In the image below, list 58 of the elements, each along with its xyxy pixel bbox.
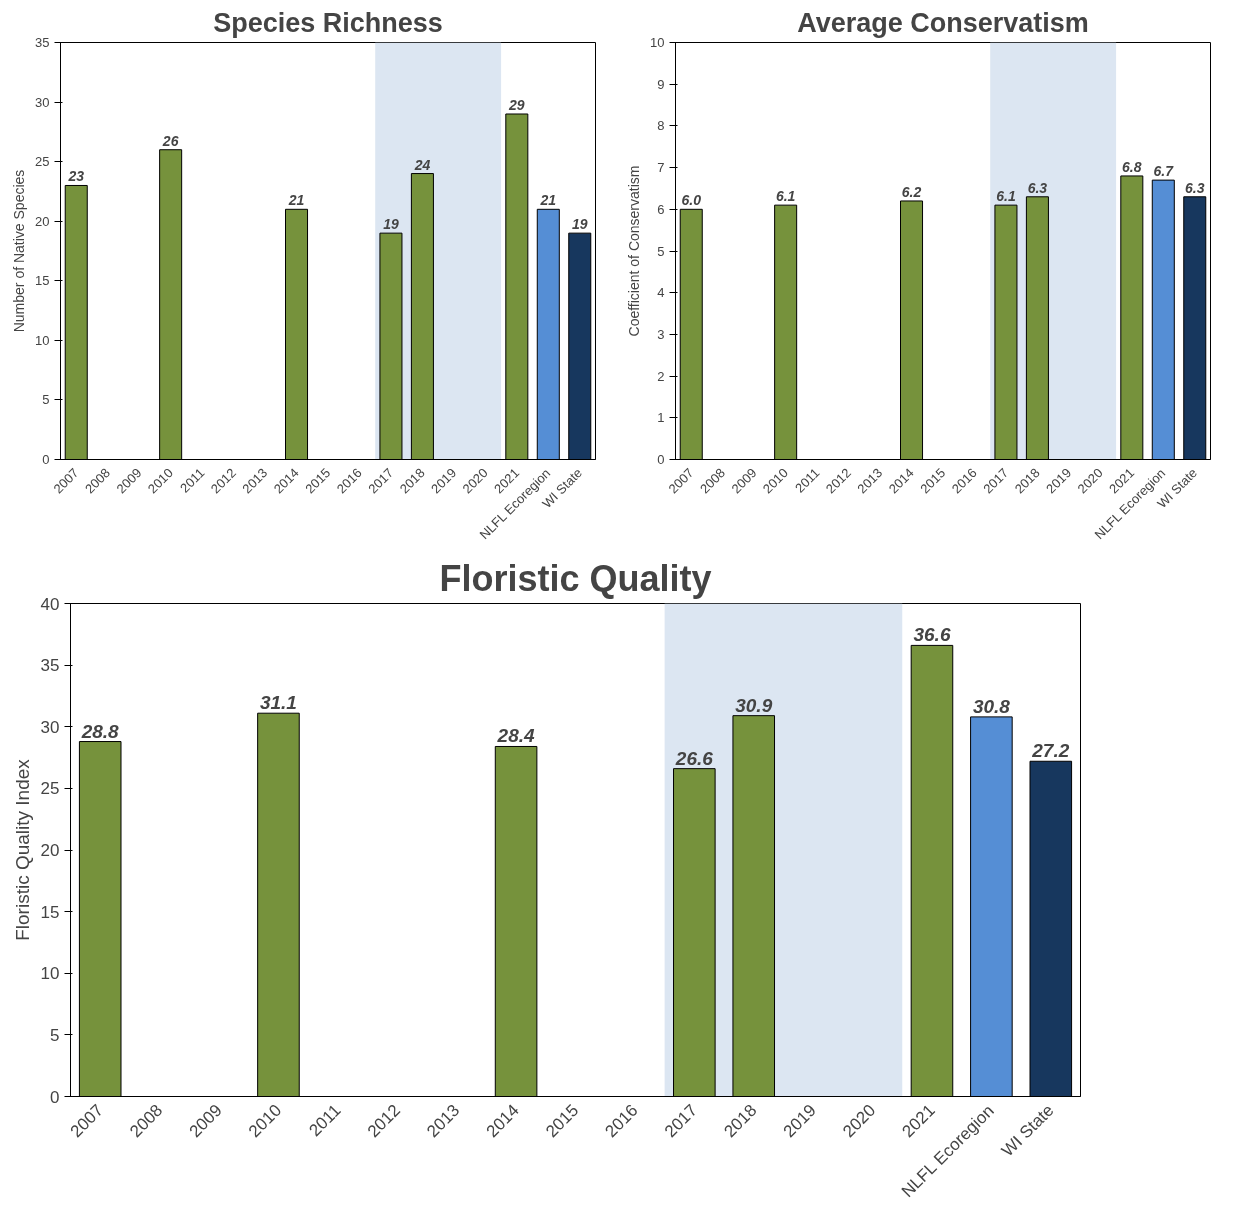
y-tick-label: 0 xyxy=(50,1087,60,1107)
data-label: 26 xyxy=(161,132,179,149)
data-label: 28.8 xyxy=(80,720,120,742)
data-label: 28.4 xyxy=(496,725,536,747)
y-tick-label: 25 xyxy=(40,779,60,799)
data-label: 21 xyxy=(539,192,557,209)
y-tick-label: 35 xyxy=(35,35,50,50)
data-label: 19 xyxy=(383,216,399,233)
data-label: 27.2 xyxy=(1031,740,1070,762)
chart-title: Average Conservatism xyxy=(797,7,1089,38)
y-tick-label: 0 xyxy=(657,452,665,467)
y-tick-label: 2 xyxy=(657,368,665,384)
data-label: 26.6 xyxy=(674,747,714,769)
data-label: 6.7 xyxy=(1153,163,1175,180)
y-tick-label: 10 xyxy=(40,964,60,984)
data-label: 21 xyxy=(287,192,305,209)
data-label: 23 xyxy=(67,168,85,185)
y-tick-label: 35 xyxy=(40,656,60,676)
y-tick-label: 6 xyxy=(657,201,665,217)
data-label: 6.2 xyxy=(901,183,922,200)
y-tick-label: 7 xyxy=(657,160,665,176)
y-tick-label: 40 xyxy=(40,594,60,614)
y-tick-label: 20 xyxy=(35,213,50,229)
data-label: 24 xyxy=(413,156,431,173)
y-tick-label: 4 xyxy=(657,285,665,301)
data-label: 36.6 xyxy=(913,624,951,646)
data-label: 30.9 xyxy=(735,694,773,716)
y-tick-label: 10 xyxy=(650,35,665,50)
y-tick-label: 9 xyxy=(657,76,665,92)
y-tick-label: 30 xyxy=(40,717,60,737)
data-label: 6.3 xyxy=(1185,179,1205,196)
data-label: 6.8 xyxy=(1122,158,1142,175)
y-tick-label: 5 xyxy=(50,1025,60,1045)
y-tick-label: 1 xyxy=(657,410,665,426)
y-tick-label: 5 xyxy=(657,243,665,259)
data-label: 6.3 xyxy=(1027,179,1048,196)
y-tick-label: 8 xyxy=(657,118,665,134)
chart-title: Floristic Quality xyxy=(439,557,712,599)
data-label: 6.1 xyxy=(775,188,796,205)
y-tick-label: 15 xyxy=(40,902,60,922)
y-tick-label: 0 xyxy=(42,452,50,467)
y-tick-label: 30 xyxy=(35,94,50,110)
y-axis-title: Number of Native Species xyxy=(11,169,28,333)
y-tick-label: 25 xyxy=(35,154,50,170)
data-label: 6.1 xyxy=(996,188,1016,205)
y-tick-label: 10 xyxy=(35,332,50,348)
data-label: 31.1 xyxy=(259,692,297,714)
data-label: 29 xyxy=(508,96,525,113)
y-tick-label: 15 xyxy=(35,273,50,289)
chart-title: Species Richness xyxy=(213,7,443,38)
data-label: 19 xyxy=(571,216,588,233)
data-label: 6.0 xyxy=(681,192,702,209)
data-label: 30.8 xyxy=(972,695,1011,717)
y-tick-label: 3 xyxy=(657,326,665,342)
y-axis-title: Floristic Quality Index xyxy=(11,758,33,941)
y-axis-title: Coefficient of Conservatism xyxy=(626,165,643,337)
y-tick-label: 5 xyxy=(42,392,50,408)
y-tick-label: 20 xyxy=(40,841,60,860)
